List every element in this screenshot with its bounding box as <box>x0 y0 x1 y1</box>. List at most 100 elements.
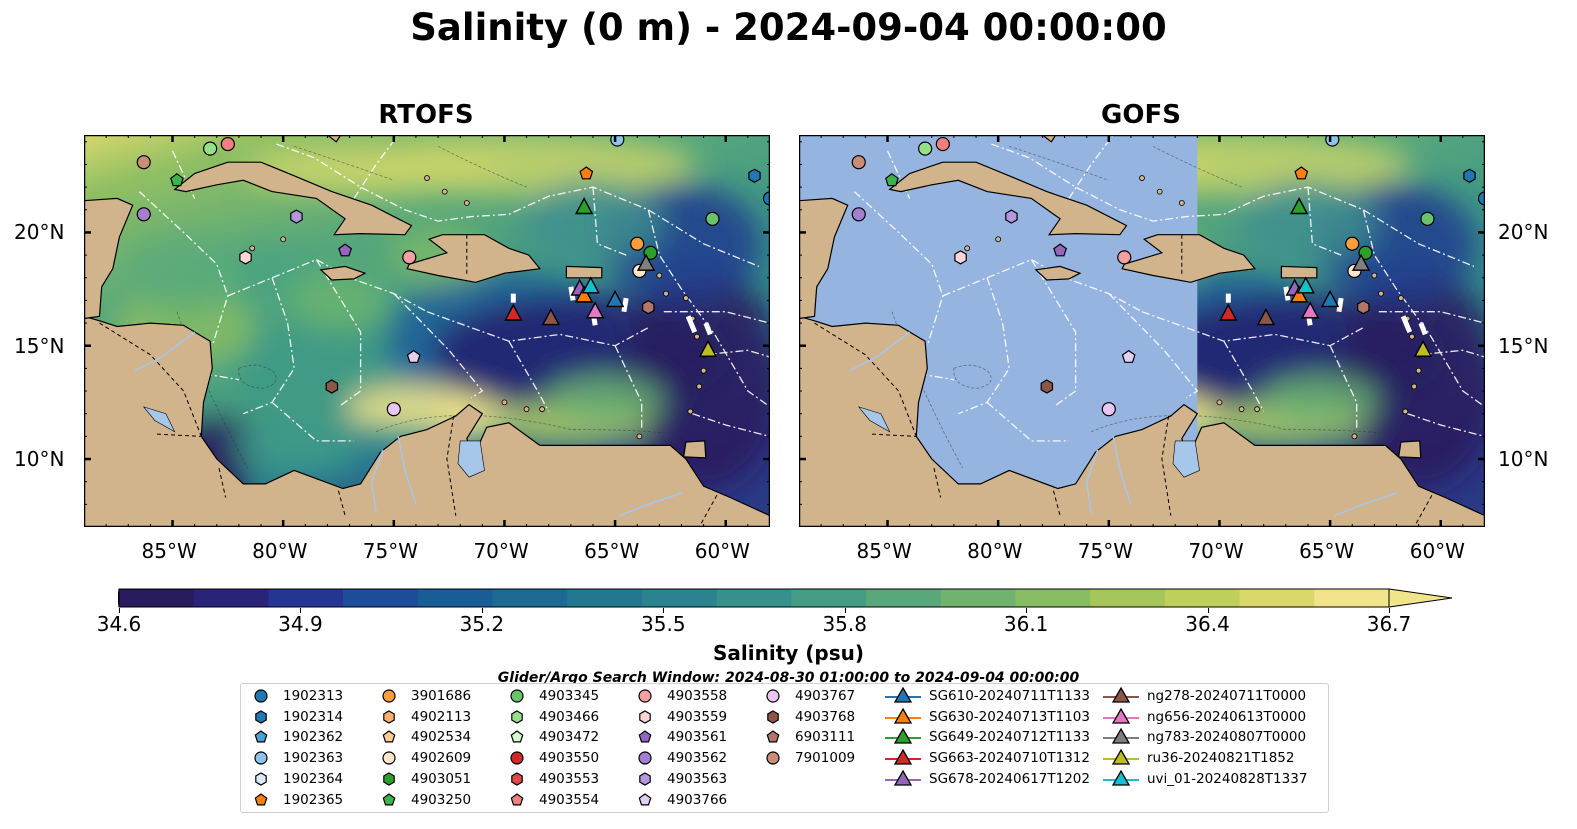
legend-item-argo: 1902314 <box>243 707 343 727</box>
legend-label: 4903768 <box>795 708 856 725</box>
legend-item-argo: 4903345 <box>499 686 599 706</box>
argo-float-marker[interactable] <box>1325 135 1340 147</box>
argo-float-marker[interactable] <box>642 300 655 315</box>
glider-marker[interactable] <box>636 253 656 271</box>
legend-label: 4903553 <box>539 770 600 787</box>
colorbar-tick-label: 35.5 <box>641 612 686 636</box>
glider-marker[interactable] <box>1413 339 1433 357</box>
legend-label: 4903250 <box>411 791 472 808</box>
hexagon-marker-icon <box>639 772 651 786</box>
legend-label: SG649-20240712T1133 <box>929 729 1090 746</box>
gofs-map[interactable] <box>799 135 1485 527</box>
circle-marker-icon <box>638 689 652 703</box>
argo-float-marker[interactable] <box>1357 300 1370 315</box>
lat-tick-label: 20°N <box>14 220 65 245</box>
argo-float-marker[interactable] <box>220 136 235 152</box>
argo-float-marker[interactable] <box>918 141 933 156</box>
legend-item-argo: 4903559 <box>627 707 727 727</box>
argo-float-marker[interactable] <box>1121 349 1136 363</box>
argo-float-marker[interactable] <box>705 211 720 226</box>
glider-marker[interactable] <box>1320 289 1340 308</box>
circle-marker-icon <box>510 751 524 765</box>
circle-marker-icon <box>382 751 396 765</box>
argo-float-marker[interactable] <box>885 173 899 187</box>
legend-label: 6903111 <box>795 729 856 746</box>
colorbar <box>118 588 1452 608</box>
argo-float-marker[interactable] <box>954 250 967 265</box>
argo-float-marker[interactable] <box>203 141 218 156</box>
argo-float-marker[interactable] <box>136 207 151 222</box>
argo-float-marker[interactable] <box>1101 402 1116 417</box>
argo-float-marker[interactable] <box>1040 379 1054 394</box>
colorbar-tick-mark <box>481 608 483 613</box>
argo-float-marker[interactable] <box>610 135 625 147</box>
glider-marker[interactable] <box>586 301 605 319</box>
colorbar-tick-mark <box>300 608 302 613</box>
argo-float-marker[interactable] <box>630 236 645 251</box>
glider-marker[interactable] <box>698 339 718 357</box>
argo-float-marker[interactable] <box>748 168 761 183</box>
argo-float-marker[interactable] <box>762 191 771 206</box>
argo-float-marker[interactable] <box>239 250 252 265</box>
legend-label: 4903767 <box>795 688 856 704</box>
argo-float-marker[interactable] <box>338 243 353 257</box>
hexagon-marker-icon <box>639 709 651 724</box>
legend-item-glider: SG663-20240710T1312 <box>881 748 1090 768</box>
legend-item-glider: uvi_01-20240828T1337 <box>1099 769 1307 789</box>
glider-marker[interactable] <box>1256 308 1276 326</box>
legend-label: 4903766 <box>667 791 728 808</box>
legend-label: 4902534 <box>411 729 472 746</box>
argo-float-marker[interactable] <box>1053 243 1068 257</box>
legend-item-argo: 4903561 <box>627 727 727 747</box>
rtofs-map[interactable] <box>84 135 770 527</box>
argo-float-marker[interactable] <box>136 155 151 170</box>
glider-marker[interactable] <box>605 289 625 308</box>
glider-marker[interactable] <box>1289 285 1309 303</box>
argo-float-marker[interactable] <box>170 173 184 187</box>
argo-float-marker[interactable] <box>1005 209 1018 224</box>
argo-float-marker[interactable] <box>402 250 417 265</box>
legend-item-argo: 1902364 <box>243 769 343 789</box>
glider-marker[interactable] <box>574 285 594 303</box>
argo-float-marker[interactable] <box>406 349 421 363</box>
argo-float-marker[interactable] <box>1345 236 1360 251</box>
circle-marker-icon <box>254 689 268 703</box>
glider-marker[interactable] <box>1289 197 1309 215</box>
glider-marker[interactable] <box>1351 253 1371 271</box>
colorbar-tick-mark <box>844 608 846 613</box>
argo-float-marker[interactable] <box>935 136 950 152</box>
circle-marker-icon <box>382 689 396 703</box>
glider-marker[interactable] <box>1301 301 1320 319</box>
legend-item-argo: 4903562 <box>627 748 727 768</box>
legend-label: 7901009 <box>795 750 856 767</box>
lat-tick-label: 20°N <box>1498 220 1549 245</box>
legend-label: 4902113 <box>411 708 472 725</box>
legend-item-glider: ru36-20240821T1852 <box>1099 748 1294 768</box>
argo-float-marker[interactable] <box>1294 166 1309 180</box>
argo-float-marker[interactable] <box>1463 168 1476 183</box>
legend-label: 4903345 <box>539 688 600 704</box>
lon-tick-label: 85°W <box>141 539 197 563</box>
argo-float-marker[interactable] <box>1117 250 1132 265</box>
glider-marker[interactable] <box>574 197 594 215</box>
argo-float-marker[interactable] <box>579 166 594 180</box>
lon-tick-label: 80°W <box>967 539 1023 563</box>
colorbar-tick-mark <box>1207 608 1209 613</box>
argo-float-marker[interactable] <box>386 402 401 417</box>
argo-float-marker[interactable] <box>325 379 339 394</box>
argo-float-marker[interactable] <box>1420 211 1435 226</box>
glider-marker[interactable] <box>1219 303 1238 321</box>
argo-float-marker[interactable] <box>851 207 866 222</box>
glider-marker[interactable] <box>504 303 523 321</box>
glider-marker[interactable] <box>581 276 600 294</box>
lon-tick-label: 60°W <box>1409 539 1465 563</box>
argo-float-marker[interactable] <box>1477 191 1486 206</box>
legend-label: 1902365 <box>283 791 344 808</box>
glider-marker[interactable] <box>1296 276 1315 294</box>
argo-float-marker[interactable] <box>851 155 866 170</box>
glider-marker[interactable] <box>541 308 561 326</box>
legend-label: 1902314 <box>283 708 344 725</box>
legend-label: SG610-20240711T1133 <box>929 688 1090 704</box>
argo-float-marker[interactable] <box>290 209 303 224</box>
legend-item-glider: ng783-20240807T0000 <box>1099 727 1306 747</box>
